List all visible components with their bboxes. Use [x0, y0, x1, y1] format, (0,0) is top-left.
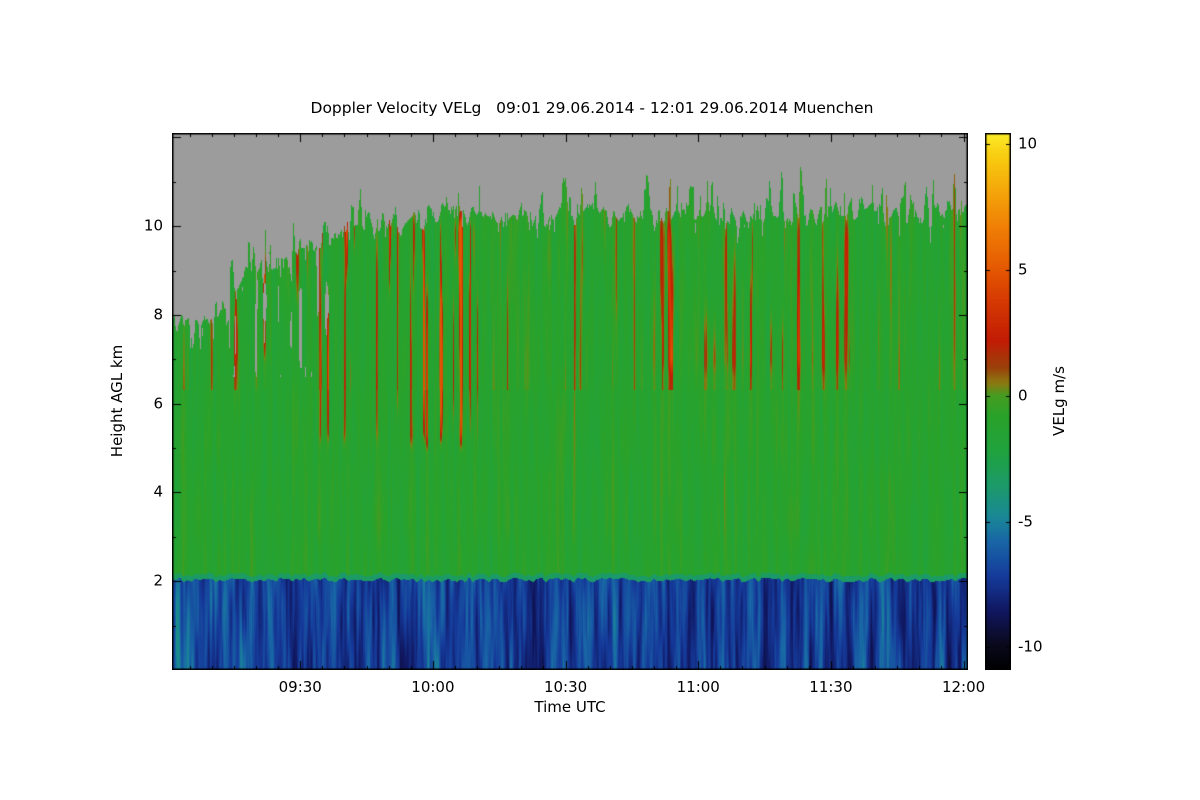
x-tick-label: 09:30 [278, 678, 322, 696]
y-axis-label: Height AGL km [108, 344, 126, 458]
colorbar-tick-label: 0 [1018, 386, 1028, 405]
chart-title: Doppler Velocity VELg 09:01 29.06.2014 -… [310, 99, 874, 117]
colorbar-tick-label: -10 [1018, 637, 1043, 656]
colorbar-tick-label: -5 [1018, 512, 1033, 531]
y-tick-label: 6 [153, 394, 163, 413]
y-tick-label: 8 [153, 305, 163, 324]
colorbar-tick-label: 5 [1018, 260, 1028, 279]
y-tick-label: 4 [153, 482, 163, 501]
y-tick-label: 10 [143, 216, 163, 235]
x-tick-label: 11:00 [676, 678, 720, 696]
y-tick-label: 2 [153, 571, 163, 590]
x-tick-label: 12:00 [941, 678, 986, 696]
colorbar-canvas [985, 133, 1011, 670]
heatmap-canvas [172, 133, 968, 670]
x-tick-label: 10:00 [411, 678, 455, 696]
x-tick-label: 10:30 [543, 678, 588, 696]
colorbar-tick-label: 10 [1018, 134, 1038, 153]
x-axis-label: Time UTC [534, 698, 606, 716]
colorbar-label: VELg m/s [1050, 366, 1068, 436]
x-tick-label: 11:30 [809, 678, 853, 696]
